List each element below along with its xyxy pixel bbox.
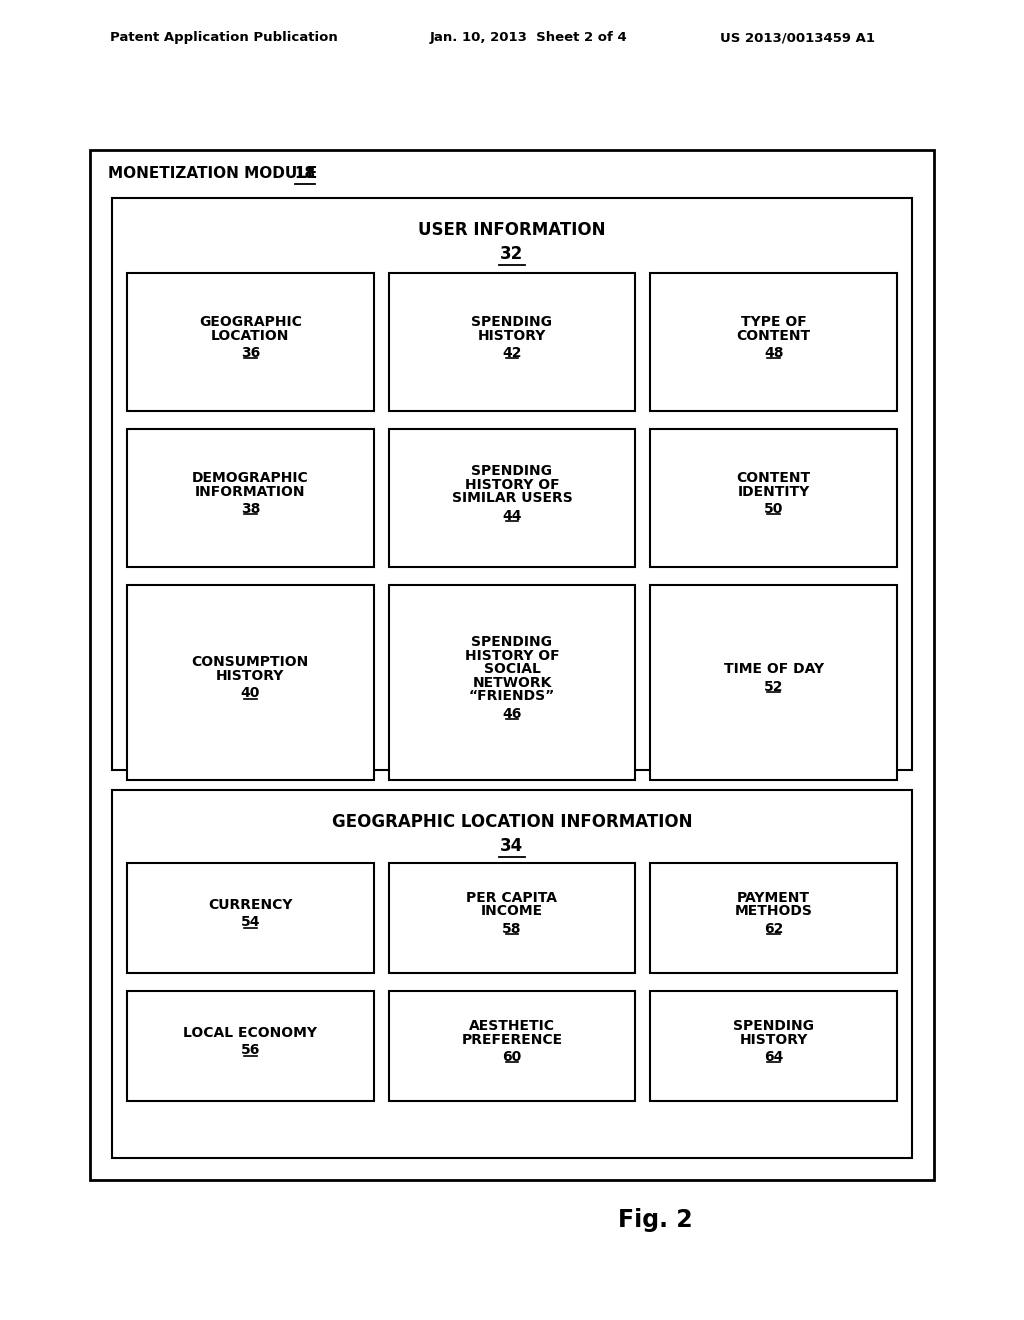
Text: METHODS: METHODS bbox=[735, 904, 813, 919]
Text: “FRIENDS”: “FRIENDS” bbox=[469, 689, 555, 704]
Text: 42: 42 bbox=[502, 346, 522, 360]
FancyBboxPatch shape bbox=[389, 863, 635, 973]
FancyBboxPatch shape bbox=[650, 273, 897, 411]
Text: 44: 44 bbox=[502, 508, 522, 523]
Text: HISTORY: HISTORY bbox=[478, 329, 546, 342]
Text: SPENDING: SPENDING bbox=[471, 465, 553, 478]
Text: CURRENCY: CURRENCY bbox=[208, 898, 293, 912]
Text: GEOGRAPHIC: GEOGRAPHIC bbox=[199, 315, 302, 329]
Text: CONSUMPTION: CONSUMPTION bbox=[191, 656, 309, 669]
Text: 50: 50 bbox=[764, 502, 783, 516]
Text: HISTORY OF: HISTORY OF bbox=[465, 648, 559, 663]
Text: IDENTITY: IDENTITY bbox=[737, 484, 810, 499]
Text: MONETIZATION MODULE: MONETIZATION MODULE bbox=[108, 166, 323, 181]
Text: 46: 46 bbox=[503, 706, 521, 721]
Text: Patent Application Publication: Patent Application Publication bbox=[110, 32, 338, 45]
Text: US 2013/0013459 A1: US 2013/0013459 A1 bbox=[720, 32, 874, 45]
FancyBboxPatch shape bbox=[112, 789, 912, 1158]
Text: INCOME: INCOME bbox=[481, 904, 543, 919]
Text: PREFERENCE: PREFERENCE bbox=[462, 1032, 562, 1047]
Text: SPENDING: SPENDING bbox=[471, 315, 553, 329]
Text: INFORMATION: INFORMATION bbox=[196, 484, 305, 499]
Text: TYPE OF: TYPE OF bbox=[740, 315, 807, 329]
Text: DEMOGRAPHIC: DEMOGRAPHIC bbox=[191, 471, 308, 484]
Text: 34: 34 bbox=[501, 837, 523, 855]
FancyBboxPatch shape bbox=[127, 991, 374, 1101]
Text: 48: 48 bbox=[764, 346, 783, 360]
Text: 64: 64 bbox=[764, 1049, 783, 1064]
Text: SPENDING: SPENDING bbox=[733, 1019, 814, 1034]
Text: 58: 58 bbox=[502, 921, 522, 936]
FancyBboxPatch shape bbox=[389, 991, 635, 1101]
Text: SPENDING: SPENDING bbox=[471, 635, 553, 649]
FancyBboxPatch shape bbox=[389, 585, 635, 780]
Text: HISTORY: HISTORY bbox=[216, 669, 285, 682]
Text: 54: 54 bbox=[241, 915, 260, 929]
Text: NETWORK: NETWORK bbox=[472, 676, 552, 690]
FancyBboxPatch shape bbox=[127, 429, 374, 568]
Text: USER INFORMATION: USER INFORMATION bbox=[418, 220, 606, 239]
FancyBboxPatch shape bbox=[127, 863, 374, 973]
Text: HISTORY: HISTORY bbox=[739, 1032, 808, 1047]
Text: TIME OF DAY: TIME OF DAY bbox=[724, 663, 823, 676]
Text: 56: 56 bbox=[241, 1043, 260, 1057]
FancyBboxPatch shape bbox=[127, 273, 374, 411]
FancyBboxPatch shape bbox=[650, 429, 897, 568]
FancyBboxPatch shape bbox=[90, 150, 934, 1180]
Text: SOCIAL: SOCIAL bbox=[483, 663, 541, 676]
Text: 36: 36 bbox=[241, 346, 260, 360]
Text: 38: 38 bbox=[241, 502, 260, 516]
Text: PER CAPITA: PER CAPITA bbox=[467, 891, 557, 906]
Text: AESTHETIC: AESTHETIC bbox=[469, 1019, 555, 1034]
Text: Jan. 10, 2013  Sheet 2 of 4: Jan. 10, 2013 Sheet 2 of 4 bbox=[430, 32, 628, 45]
Text: CONTENT: CONTENT bbox=[736, 471, 811, 484]
Text: 32: 32 bbox=[501, 246, 523, 263]
Text: LOCATION: LOCATION bbox=[211, 329, 290, 342]
FancyBboxPatch shape bbox=[650, 863, 897, 973]
Text: GEOGRAPHIC LOCATION INFORMATION: GEOGRAPHIC LOCATION INFORMATION bbox=[332, 813, 692, 832]
Text: 18: 18 bbox=[295, 166, 315, 181]
FancyBboxPatch shape bbox=[389, 273, 635, 411]
FancyBboxPatch shape bbox=[127, 585, 374, 780]
Text: PAYMENT: PAYMENT bbox=[737, 891, 810, 906]
Text: Fig. 2: Fig. 2 bbox=[617, 1208, 692, 1232]
FancyBboxPatch shape bbox=[650, 585, 897, 780]
FancyBboxPatch shape bbox=[112, 198, 912, 770]
Text: HISTORY OF: HISTORY OF bbox=[465, 478, 559, 492]
FancyBboxPatch shape bbox=[650, 991, 897, 1101]
Text: CONTENT: CONTENT bbox=[736, 329, 811, 342]
FancyBboxPatch shape bbox=[389, 429, 635, 568]
Text: 52: 52 bbox=[764, 680, 783, 693]
Text: LOCAL ECONOMY: LOCAL ECONOMY bbox=[183, 1026, 317, 1040]
Text: 40: 40 bbox=[241, 686, 260, 701]
Text: SIMILAR USERS: SIMILAR USERS bbox=[452, 491, 572, 506]
Text: 60: 60 bbox=[503, 1049, 521, 1064]
Text: 62: 62 bbox=[764, 921, 783, 936]
